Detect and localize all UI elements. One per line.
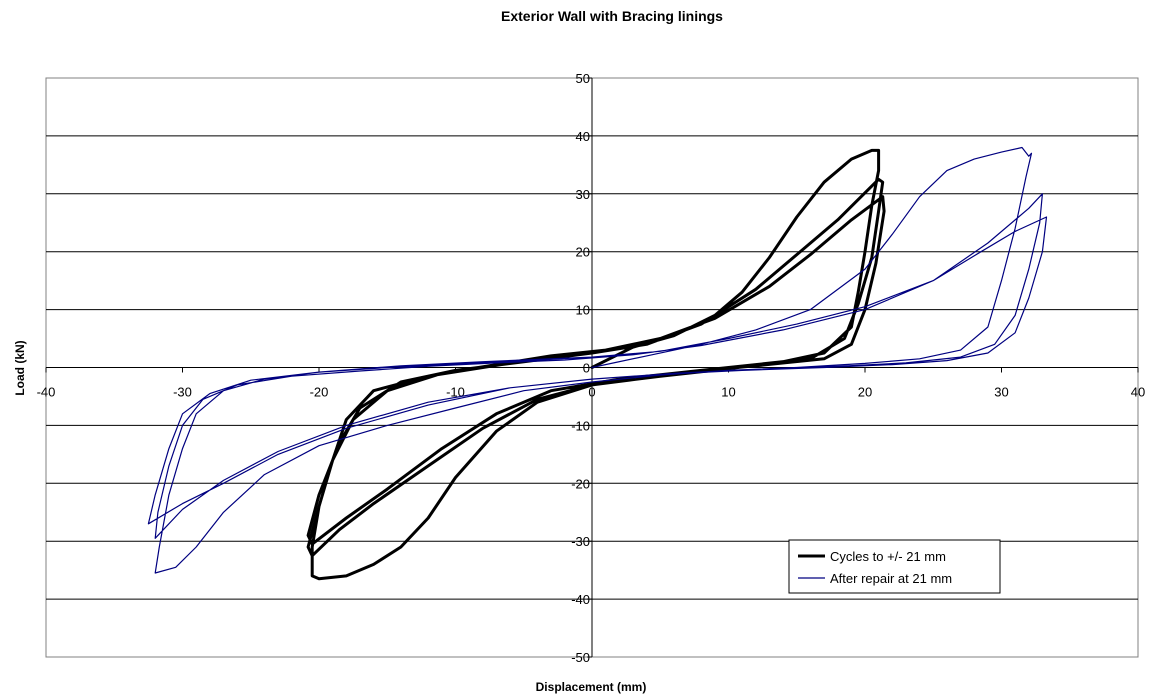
- plot-area: 50 40 30 20 10 0 -10 -20 -30 -40 -50 -40 -30 -20 -10 0 1…: [37, 71, 1146, 665]
- y-tick-label-20: 20: [576, 245, 590, 260]
- legend: Cycles to +/- 21 mm After repair at 21 mm: [788, 539, 1001, 594]
- series-line-1: [306, 148, 886, 581]
- y-tick-label-40: 40: [576, 129, 590, 144]
- y-tick-label--20: -20: [571, 476, 590, 491]
- x-tick-label--40: -40: [37, 385, 56, 400]
- x-tick-label--20: -20: [310, 385, 329, 400]
- x-tick-label-20: 20: [858, 385, 872, 400]
- y-tick-label-0: 0: [583, 361, 590, 376]
- x-tick-label-0: 0: [588, 385, 595, 400]
- y-tick-label-30: 30: [576, 187, 590, 202]
- x-tick-label-30: 30: [994, 385, 1008, 400]
- x-tick-label--30: -30: [173, 385, 192, 400]
- x-tick-label--10: -10: [446, 385, 465, 400]
- y-axis-title: Load (kN): [13, 340, 27, 395]
- y-tick-label--50: -50: [571, 650, 590, 665]
- y-tick-label-50: 50: [576, 71, 590, 86]
- y-tick-label--40: -40: [571, 592, 590, 607]
- legend-box: [788, 539, 1001, 594]
- legend-label-2: After repair at 21 mm: [830, 571, 952, 586]
- y-tick-label--10: -10: [571, 418, 590, 433]
- legend-label-1: Cycles to +/- 21 mm: [830, 549, 946, 564]
- series-line-2: [147, 146, 1048, 574]
- y-tick-label--30: -30: [571, 534, 590, 549]
- chart-title: Exterior Wall with Bracing linings: [501, 8, 723, 24]
- y-tick-label-10: 10: [576, 303, 590, 318]
- x-axis-title: Displacement (mm): [536, 680, 647, 694]
- x-tick-label-10: 10: [721, 385, 735, 400]
- x-tick-label-40: 40: [1131, 385, 1145, 400]
